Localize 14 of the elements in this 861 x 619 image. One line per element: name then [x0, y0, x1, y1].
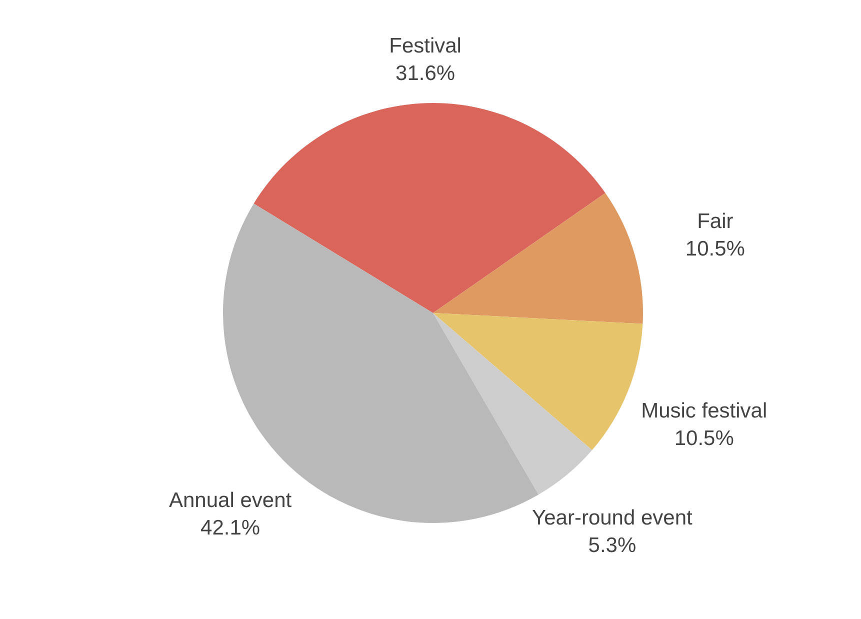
pie-slice: [433, 193, 643, 324]
data-label: 5.3%: [588, 534, 636, 557]
data-label: 42.1%: [200, 516, 260, 540]
data-label: 10.5%: [674, 426, 734, 450]
slice-label: Annual event: [169, 489, 292, 512]
data-label: 10.5%: [685, 238, 745, 261]
slice-label: Year-round event: [532, 506, 693, 530]
slice-label: Festival: [389, 34, 462, 58]
slice-label: Music festival: [641, 400, 768, 423]
pie-slice: [433, 313, 643, 450]
slice-label: Fair: [697, 210, 734, 234]
pie-slice: [433, 313, 592, 495]
pie-slice: [254, 103, 606, 313]
data-label: 31.6%: [396, 62, 456, 86]
